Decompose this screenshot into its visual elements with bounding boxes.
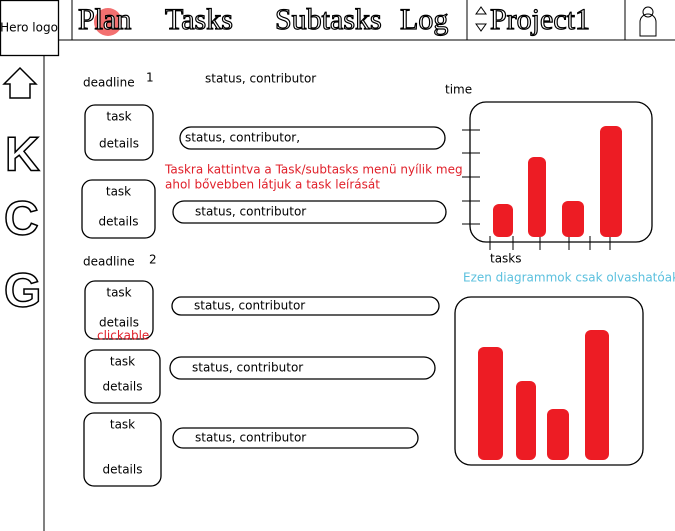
chart-note: Ezen diagrammok csak olvashatóak: [463, 271, 675, 285]
bar: [562, 201, 584, 237]
bar: [528, 157, 546, 237]
user-icon[interactable]: [639, 6, 657, 37]
logo: Hero logo: [0, 21, 58, 35]
task-details: details: [99, 215, 139, 229]
bar: [585, 330, 609, 460]
scribble: [94, 8, 122, 36]
task-card[interactable]: [84, 349, 161, 404]
bar: [478, 347, 503, 460]
sidebar-item[interactable]: K: [4, 128, 41, 183]
nav-item[interactable]: Log: [399, 2, 449, 36]
deadline: deadline: [83, 255, 135, 269]
status: status, contributor: [195, 205, 306, 219]
task-title: task: [110, 418, 135, 432]
status-pill: [169, 356, 436, 380]
chart-ticks: [462, 129, 611, 250]
status: status, contributor: [195, 431, 306, 445]
nav-item[interactable]: Tasks: [164, 2, 233, 36]
status-pill: [172, 427, 419, 449]
nav-item[interactable]: Subtasks: [274, 2, 382, 36]
status: status, contributor: [192, 361, 303, 375]
task-details: details: [99, 137, 139, 151]
bar: [516, 381, 536, 460]
task-details: details: [103, 463, 143, 477]
task-title: task: [110, 355, 135, 369]
nav-item[interactable]: Plan: [77, 2, 132, 36]
sidebar-item[interactable]: C: [3, 192, 39, 247]
note: ahol bővebben látjuk a task leírását: [165, 178, 380, 192]
deadline-number: 2: [149, 253, 157, 267]
bar: [547, 409, 569, 460]
project[interactable]: Project1: [489, 2, 590, 36]
status-pill: [171, 296, 440, 316]
task-card[interactable]: [84, 104, 154, 161]
status-pill: [172, 200, 447, 224]
sidebar-item[interactable]: G: [3, 264, 42, 319]
deadline: deadline: [83, 76, 135, 90]
task-title: task: [106, 286, 131, 300]
task-details: details: [103, 380, 143, 394]
y-axis-label: time: [445, 83, 472, 97]
header-status: status, contributor: [205, 72, 316, 86]
task-card[interactable]: [83, 412, 162, 487]
home-icon[interactable]: [2, 66, 38, 99]
task-title: task: [106, 110, 131, 124]
status: status, contributor: [194, 299, 305, 313]
logo-box: [0, 0, 60, 57]
task-card[interactable]: [81, 179, 156, 239]
task-title: task: [106, 185, 131, 199]
bar: [600, 126, 622, 237]
task-card[interactable]: [84, 280, 154, 340]
x-axis-label: tasks: [490, 252, 522, 266]
status: status, contributor,: [185, 131, 300, 145]
clickable: clickable: [97, 329, 149, 343]
project-arrows[interactable]: [475, 6, 487, 32]
note: Taskra kattintva a Task/subtasks menü ny…: [164, 163, 463, 177]
status-pill: [179, 126, 446, 150]
deadline-number: 1: [146, 71, 154, 85]
bar: [493, 204, 513, 237]
task-details: details: [99, 316, 139, 330]
